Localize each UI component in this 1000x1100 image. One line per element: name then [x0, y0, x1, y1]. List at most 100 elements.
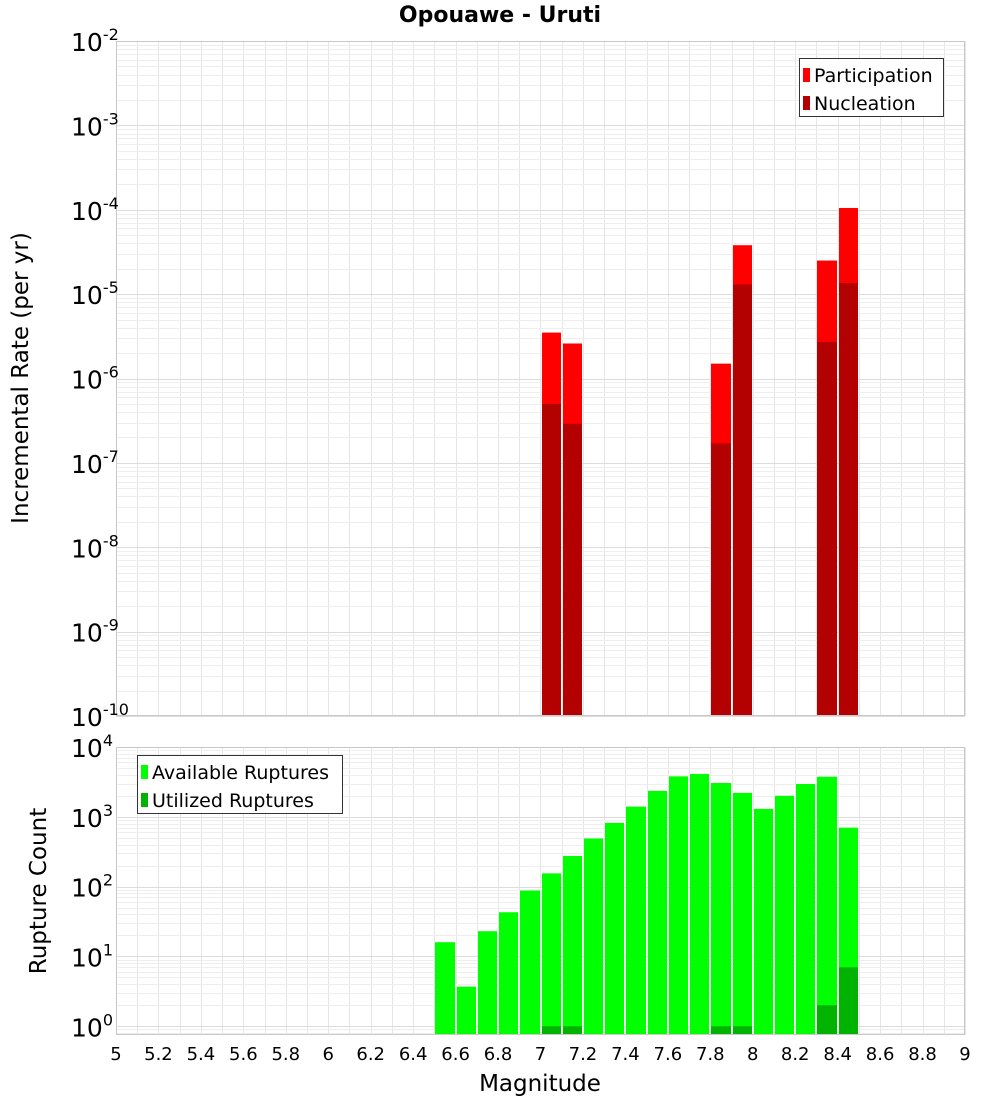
x-tick-label: 7.6 — [654, 1044, 683, 1065]
y-tick-base: 10 — [71, 197, 103, 226]
y-tick-exponent: -9 — [103, 616, 119, 635]
rate-panel-grid — [116, 41, 966, 717]
bar-available-ruptures — [605, 822, 624, 1035]
bar-available-ruptures — [817, 776, 837, 1035]
y-tick-exponent: -2 — [103, 25, 119, 44]
bar-available-ruptures — [563, 855, 582, 1035]
bar-utilized-ruptures — [733, 1026, 752, 1035]
x-tick-label: 6.6 — [441, 1044, 470, 1065]
count-legend-box — [137, 755, 343, 814]
legend-swatch — [803, 68, 810, 82]
x-tick-label: 5.2 — [144, 1044, 173, 1065]
y-tick-label: 10-7 — [71, 447, 119, 479]
x-tick-label: 8 — [747, 1044, 758, 1065]
y-tick-exponent: 3 — [103, 801, 113, 820]
x-tick-label: 5 — [110, 1044, 121, 1065]
y-tick-label: 102 — [71, 871, 113, 903]
count-y-axis-label: Rupture Count — [26, 808, 52, 974]
bar-available-ruptures — [499, 912, 518, 1035]
y-tick-label: 10-10 — [71, 700, 129, 732]
bar-available-ruptures — [584, 838, 603, 1035]
y-tick-exponent: 4 — [103, 731, 113, 750]
y-tick-exponent: -8 — [103, 531, 119, 550]
y-tick-exponent: 2 — [103, 871, 113, 890]
y-tick-label: 10-6 — [71, 363, 119, 395]
chart-title: Opouawe - Uruti — [399, 3, 601, 28]
x-tick-label: 5.8 — [271, 1044, 300, 1065]
y-tick-base: 10 — [71, 1013, 103, 1042]
y-tick-base: 10 — [71, 804, 103, 833]
y-tick-exponent: -7 — [103, 447, 119, 466]
legend-swatch — [803, 96, 810, 110]
x-tick-label: 6.8 — [484, 1044, 513, 1065]
y-tick-base: 10 — [71, 874, 103, 903]
bar-nucleation — [542, 403, 561, 716]
y-tick-base: 10 — [71, 112, 103, 141]
bar-nucleation — [839, 283, 858, 716]
legend-swatch — [141, 793, 148, 807]
x-tick-label: 7.2 — [569, 1044, 598, 1065]
y-tick-exponent: -4 — [103, 194, 119, 213]
y-tick-exponent: -3 — [103, 109, 119, 128]
y-tick-base: 10 — [71, 619, 103, 648]
bar-nucleation — [563, 423, 582, 716]
bar-available-ruptures — [648, 790, 667, 1035]
y-tick-label: 10-4 — [71, 194, 119, 226]
x-tick-label: 5.6 — [229, 1044, 258, 1065]
y-tick-base: 10 — [71, 450, 103, 479]
rate-y-axis-label: Incremental Rate (per yr) — [8, 232, 34, 524]
x-tick-label: 8.4 — [823, 1044, 852, 1065]
rate-legend-box — [799, 58, 944, 117]
bar-utilized-ruptures — [839, 967, 858, 1035]
y-tick-label: 100 — [71, 1010, 113, 1042]
y-tick-exponent: -10 — [103, 700, 129, 719]
rate-panel-frame — [116, 41, 965, 716]
legend-label: Nucleation — [814, 93, 916, 115]
bar-available-ruptures — [435, 942, 455, 1035]
y-tick-label: 101 — [71, 940, 113, 972]
x-tick-label: 7.8 — [696, 1044, 725, 1065]
y-tick-base: 10 — [71, 534, 103, 563]
legend-label: Available Ruptures — [152, 762, 329, 784]
bar-nucleation — [711, 443, 731, 716]
bar-available-ruptures — [690, 774, 709, 1035]
bar-nucleation — [733, 284, 752, 716]
x-axis-label: Magnitude — [479, 1071, 601, 1097]
x-tick-label: 8.6 — [866, 1044, 895, 1065]
y-tick-exponent: 0 — [103, 1010, 113, 1029]
y-tick-label: 103 — [71, 801, 113, 833]
x-tick-label: 8.2 — [781, 1044, 810, 1065]
bar-utilized-ruptures — [542, 1026, 561, 1035]
x-tick-label: 6 — [323, 1044, 334, 1065]
legend-label: Participation — [814, 65, 933, 87]
bar-utilized-ruptures — [711, 1026, 731, 1035]
y-tick-base: 10 — [71, 734, 103, 763]
rate-legend: Participation Nucleation — [799, 58, 944, 117]
legend-swatch — [141, 765, 148, 779]
y-tick-base: 10 — [71, 28, 103, 57]
x-tick-label: 7.4 — [611, 1044, 640, 1065]
bar-available-ruptures — [775, 795, 794, 1035]
rate-panel-bars — [542, 207, 858, 717]
x-tick-label: 5.4 — [187, 1044, 216, 1065]
x-tick-label: 6.2 — [356, 1044, 385, 1065]
bar-available-ruptures — [796, 784, 815, 1035]
bar-available-ruptures — [733, 792, 752, 1035]
y-tick-label: 10-8 — [71, 531, 119, 563]
y-tick-base: 10 — [71, 943, 103, 972]
y-tick-exponent: 1 — [103, 940, 113, 959]
y-tick-exponent: -6 — [103, 363, 119, 382]
y-tick-base: 10 — [71, 281, 103, 310]
bar-available-ruptures — [754, 808, 773, 1035]
bar-nucleation — [817, 342, 837, 716]
x-tick-label: 9 — [959, 1044, 970, 1065]
y-tick-base: 10 — [71, 703, 103, 732]
bar-available-ruptures — [711, 783, 731, 1035]
bar-utilized-ruptures — [563, 1026, 582, 1035]
y-tick-label: 10-2 — [71, 25, 119, 57]
y-tick-label: 104 — [71, 731, 113, 763]
legend-label: Utilized Ruptures — [152, 790, 314, 812]
y-tick-exponent: -5 — [103, 278, 119, 297]
